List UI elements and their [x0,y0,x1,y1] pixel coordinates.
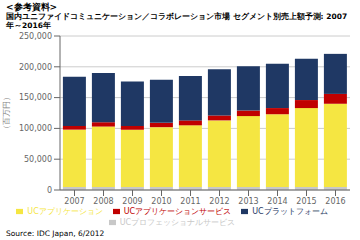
html-text:Source: IDC Japan, 6/2012: Source: IDC Japan, 6/2012 [6,229,105,238]
svg-text:200,000: 200,000 [19,63,52,72]
svg-text:2008: 2008 [93,197,113,206]
svg-text:2009: 2009 [122,197,142,206]
html-text:UCアプリケーションサービス: UCアプリケーションサービス [123,207,232,216]
svg-text:2016: 2016 [325,197,345,206]
svg-text:2012: 2012 [209,197,229,206]
svg-text:2014: 2014 [267,197,287,206]
html-text:国内ユニファイドコミュニケーション／コラボレーション市場 セ: 国内ユニファイドコミュニケーション／コラボレーション市場 セグメント別売上額予測… [6,12,348,30]
svg-text:0: 0 [47,186,52,195]
html-text:UCプラットフォーム: UCプラットフォーム [252,207,328,216]
svg-text:250,000: 250,000 [19,32,52,41]
svg-text:2015: 2015 [296,197,316,206]
html-text:UCプロフェッショナルサービス: UCプロフェッショナルサービス [119,218,236,227]
svg-text:100,000: 100,000 [19,124,52,133]
svg-text:2007: 2007 [64,197,84,206]
svg-text:（百万円）: （百万円） [8,93,11,133]
html-text:UCアプリケーション: UCアプリケーション [27,207,103,216]
html-text:<参考資料>: <参考資料> [6,2,58,12]
svg-text:150,000: 150,000 [19,93,52,102]
svg-text:2010: 2010 [151,197,171,206]
svg-text:2013: 2013 [238,197,258,206]
svg-text:2011: 2011 [180,197,200,206]
svg-text:50,000: 50,000 [24,155,52,164]
